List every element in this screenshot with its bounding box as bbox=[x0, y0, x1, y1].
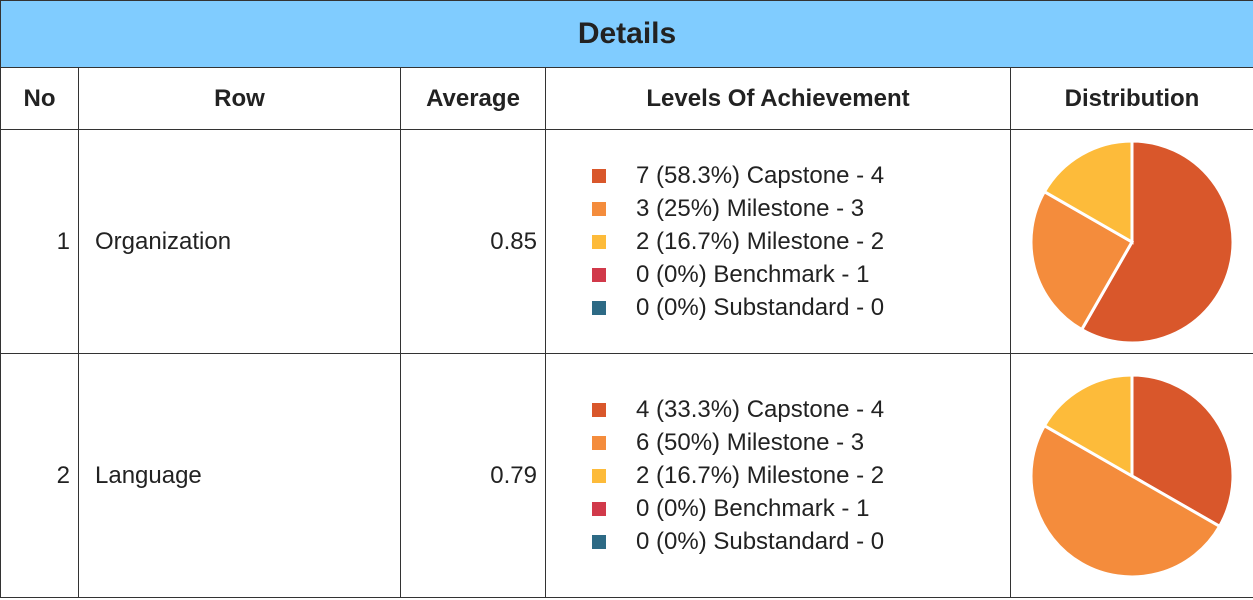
header-cell: Distribution bbox=[1009, 67, 1253, 130]
legend-item: 6 (50%) Milestone - 3 bbox=[592, 426, 1010, 459]
legend: 7 (58.3%) Capstone - 4 3 (25%) Milestone … bbox=[546, 159, 1010, 324]
row-cell: Organization bbox=[78, 129, 401, 354]
legend-item: 0 (0%) Benchmark - 1 bbox=[592, 492, 1010, 525]
legend-item: 0 (0%) Substandard - 0 bbox=[592, 525, 1010, 558]
legend-item: 4 (33.3%) Capstone - 4 bbox=[592, 393, 1010, 426]
pie-chart bbox=[1029, 138, 1235, 344]
pie-slice bbox=[1079, 138, 1235, 344]
legend-item: 7 (58.3%) Capstone - 4 bbox=[592, 159, 1010, 192]
legend-text: 4 (33.3%) Capstone - 4 bbox=[636, 396, 885, 423]
distribution-cell bbox=[1009, 129, 1253, 354]
legend-swatch bbox=[592, 235, 606, 249]
header-cell: Levels Of Achievement bbox=[545, 67, 1011, 130]
pie-chart bbox=[1029, 372, 1235, 578]
table-title: Details bbox=[0, 0, 1253, 68]
legend-text: 2 (16.7%) Milestone - 2 bbox=[636, 228, 885, 255]
legend-swatch bbox=[592, 202, 606, 216]
legend-swatch bbox=[592, 268, 606, 282]
legend-text: 3 (25%) Milestone - 3 bbox=[636, 195, 865, 222]
legend-swatch bbox=[592, 502, 606, 516]
legend-item: 3 (25%) Milestone - 3 bbox=[592, 192, 1010, 225]
legend-swatch bbox=[592, 436, 606, 450]
distribution-cell bbox=[1009, 353, 1253, 598]
header-cell: Average bbox=[400, 67, 546, 130]
header-cell: Row bbox=[78, 67, 401, 130]
pie-slice bbox=[1029, 189, 1135, 332]
legend-swatch bbox=[592, 403, 606, 417]
pie-slice bbox=[1029, 423, 1222, 578]
legend-swatch bbox=[592, 535, 606, 549]
average-cell: 0.79 bbox=[400, 353, 546, 598]
legend-text: 2 (16.7%) Milestone - 2 bbox=[636, 462, 885, 489]
legend-swatch bbox=[592, 169, 606, 183]
legend-text: 0 (0%) Substandard - 0 bbox=[636, 294, 885, 321]
header-row: No Row Average Levels Of Achievement Distrib… bbox=[0, 67, 1253, 130]
pie-slice bbox=[1130, 372, 1235, 528]
legend-text: 0 (0%) Benchmark - 1 bbox=[636, 261, 870, 288]
table-row: 1 Organization 0.85 7 (58.3%) Capstone - 4 3… bbox=[0, 129, 1253, 354]
levels-cell: 7 (58.3%) Capstone - 4 3 (25%) Milestone … bbox=[545, 129, 1011, 354]
pie-slice bbox=[1042, 372, 1134, 479]
table-row: 2 Language 0.79 4 (33.3%) Capstone - 4 6 (50… bbox=[0, 353, 1253, 598]
legend-text: 0 (0%) Substandard - 0 bbox=[636, 528, 885, 555]
no-cell: 1 bbox=[0, 129, 79, 354]
legend-item: 2 (16.7%) Milestone - 2 bbox=[592, 459, 1010, 492]
header-cell: No bbox=[0, 67, 79, 130]
legend-swatch bbox=[592, 301, 606, 315]
legend-text: 0 (0%) Benchmark - 1 bbox=[636, 495, 870, 522]
no-cell: 2 bbox=[0, 353, 79, 598]
legend-text: 7 (58.3%) Capstone - 4 bbox=[636, 162, 885, 189]
legend-item: 2 (16.7%) Milestone - 2 bbox=[592, 225, 1010, 258]
legend: 4 (33.3%) Capstone - 4 6 (50%) Milestone … bbox=[546, 393, 1010, 558]
legend-item: 0 (0%) Substandard - 0 bbox=[592, 291, 1010, 324]
legend-text: 6 (50%) Milestone - 3 bbox=[636, 429, 865, 456]
legend-item: 0 (0%) Benchmark - 1 bbox=[592, 258, 1010, 291]
row-cell: Language bbox=[78, 353, 401, 598]
average-cell: 0.85 bbox=[400, 129, 546, 354]
legend-swatch bbox=[592, 469, 606, 483]
pie-slice bbox=[1042, 138, 1134, 245]
levels-cell: 4 (33.3%) Capstone - 4 6 (50%) Milestone … bbox=[545, 353, 1011, 598]
